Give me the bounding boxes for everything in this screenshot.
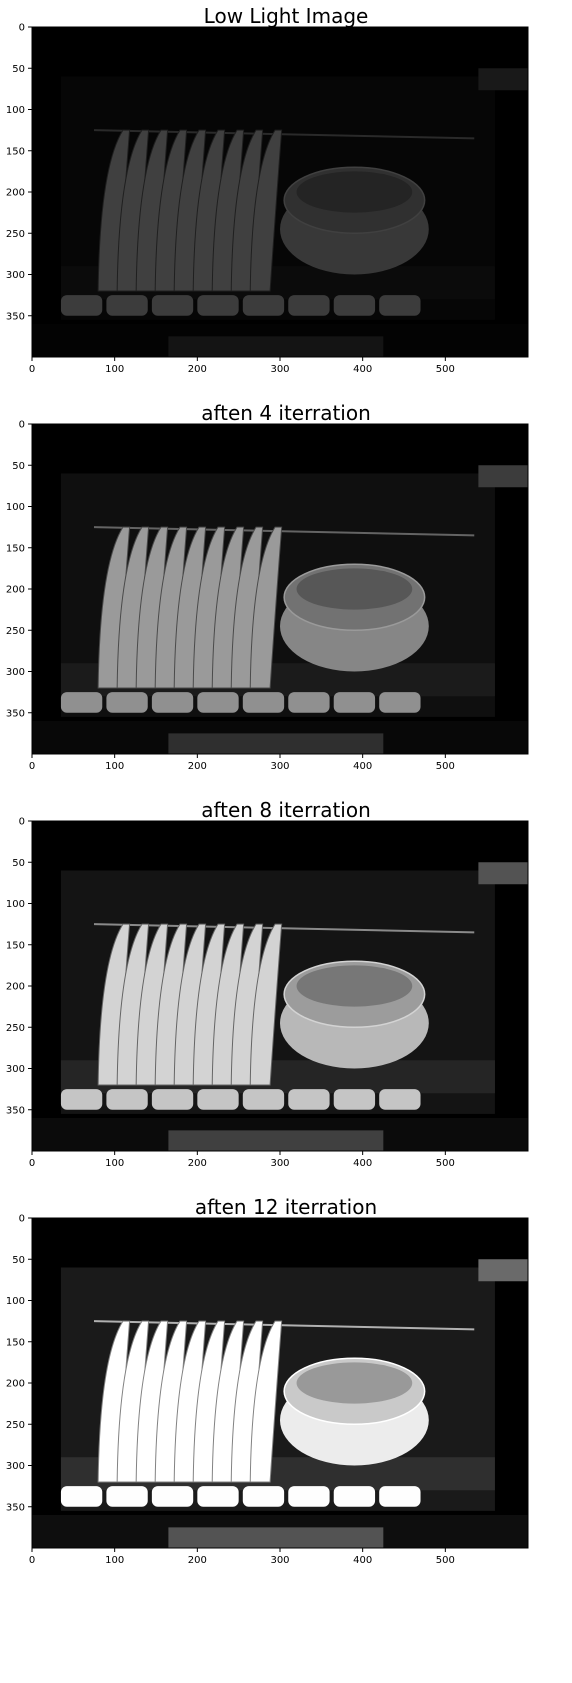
x-tick-label: 200: [188, 364, 207, 375]
x-tick-label: 100: [105, 1555, 124, 1566]
x-tick-label: 0: [29, 1555, 35, 1566]
x-tick-label: 0: [29, 1158, 35, 1169]
x-tick-label: 0: [29, 364, 35, 375]
x-tick-label: 300: [270, 364, 289, 375]
y-tick-label: 200: [6, 982, 25, 993]
image-axes: 0 100 200 300 400 500 0 50 100 150 200 250 300 350: [6, 23, 529, 375]
panel-title: aften 12 iterration: [194, 1195, 378, 1219]
y-tick-label: 150: [6, 543, 25, 554]
x-tick-label: 100: [105, 364, 124, 375]
y-tick-label: 250: [6, 1023, 25, 1034]
y-tick-label: 50: [12, 64, 25, 75]
y-tick-label: 200: [6, 585, 25, 596]
y-tick-label: 0: [19, 420, 25, 431]
x-tick-label: 300: [270, 761, 289, 772]
y-tick-label: 350: [6, 1502, 25, 1513]
y-tick-label: 200: [6, 1379, 25, 1390]
y-tick-label: 300: [6, 667, 25, 678]
x-tick-label: 400: [353, 761, 372, 772]
y-tick-label: 300: [6, 1064, 25, 1075]
photo-content: [32, 821, 528, 1151]
x-tick-label: 100: [105, 1158, 124, 1169]
photo-content: [32, 27, 528, 357]
y-tick-label: 50: [12, 461, 25, 472]
photo-content: [32, 424, 528, 754]
image-panel-3: aften 8 iterration 0 100 200 300 400 500 0 50 100…: [0, 794, 572, 1214]
photo-content: [32, 1218, 528, 1548]
x-tick-label: 100: [105, 761, 124, 772]
x-tick-label: 0: [29, 761, 35, 772]
y-tick-label: 300: [6, 1461, 25, 1472]
x-tick-label: 400: [353, 1158, 372, 1169]
y-tick-label: 100: [6, 105, 25, 116]
y-tick-label: 250: [6, 626, 25, 637]
x-tick-label: 200: [188, 1158, 207, 1169]
image-axes: 0 100 200 300 400 500 0 50 100 150 200 250 300 350: [6, 1214, 529, 1566]
x-tick-label: 500: [436, 1555, 455, 1566]
image-panel-4: aften 12 iterration 0 100 200 300 400 500 0 50 10…: [0, 1191, 572, 1611]
y-tick-label: 250: [6, 229, 25, 240]
image-axes: 0 100 200 300 400 500 0 50 100 150 200 250 300 350: [6, 817, 529, 1169]
image-panel-1: Low Light Image 0 100 200 300 400 500 0 50 100 150…: [0, 0, 572, 420]
x-tick-label: 500: [436, 1158, 455, 1169]
y-tick-label: 100: [6, 899, 25, 910]
y-tick-label: 300: [6, 270, 25, 281]
x-tick-label: 500: [436, 761, 455, 772]
x-tick-label: 300: [270, 1555, 289, 1566]
x-tick-label: 400: [353, 364, 372, 375]
y-tick-label: 200: [6, 188, 25, 199]
y-tick-label: 50: [12, 1255, 25, 1266]
x-tick-label: 500: [436, 364, 455, 375]
y-tick-label: 350: [6, 708, 25, 719]
image-axes: 0 100 200 300 400 500 0 50 100 150 200 250 300 350: [6, 420, 529, 772]
y-tick-label: 50: [12, 858, 25, 869]
y-tick-label: 0: [19, 817, 25, 828]
panel-title: Low Light Image: [203, 4, 369, 28]
y-tick-label: 350: [6, 1105, 25, 1116]
y-tick-label: 250: [6, 1420, 25, 1431]
y-tick-label: 0: [19, 1214, 25, 1225]
y-tick-label: 0: [19, 23, 25, 34]
x-tick-label: 300: [270, 1158, 289, 1169]
panel-title: aften 8 iterration: [201, 798, 371, 822]
y-tick-label: 150: [6, 940, 25, 951]
y-tick-label: 150: [6, 146, 25, 157]
y-tick-label: 150: [6, 1337, 25, 1348]
y-tick-label: 350: [6, 311, 25, 322]
x-tick-label: 200: [188, 761, 207, 772]
y-tick-label: 100: [6, 502, 25, 513]
x-tick-label: 200: [188, 1555, 207, 1566]
y-tick-label: 100: [6, 1296, 25, 1307]
panel-title: aften 4 iterration: [201, 401, 371, 425]
image-panel-2: aften 4 iterration 0 100 200 300 400 500 0 50 100…: [0, 397, 572, 817]
x-tick-label: 400: [353, 1555, 372, 1566]
